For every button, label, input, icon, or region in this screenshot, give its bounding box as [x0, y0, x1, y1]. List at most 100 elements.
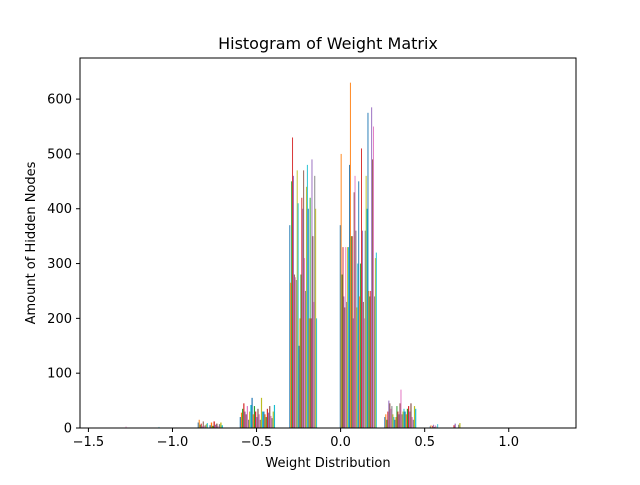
- histogram-bar: [433, 424, 434, 428]
- histogram-bar: [292, 137, 294, 429]
- histogram-bar: [372, 159, 374, 428]
- histogram-bar: [430, 425, 432, 428]
- histogram-bar: [303, 170, 305, 428]
- histogram-bar: [374, 258, 376, 428]
- histogram-bar: [357, 263, 359, 428]
- histogram-bar: [339, 225, 341, 428]
- histogram-bar: [312, 236, 314, 428]
- histogram-bar: [349, 82, 351, 429]
- histogram-bar: [429, 426, 431, 428]
- histogram-bar: [454, 423, 456, 428]
- histogram-bar: [365, 175, 367, 428]
- histogram-bar: [267, 412, 270, 428]
- histogram-bar: [212, 425, 214, 428]
- histogram-bar: [239, 417, 241, 428]
- histogram-bar: [304, 258, 306, 428]
- histogram-bar: [251, 397, 253, 428]
- histogram-bar: [210, 422, 213, 428]
- histogram-bar: [246, 406, 248, 428]
- histogram-bar: [301, 197, 303, 428]
- y-tick-label: 0: [64, 422, 72, 437]
- plot-frame: [79, 57, 577, 429]
- histogram-bar: [355, 230, 357, 428]
- histogram-bar: [394, 419, 396, 428]
- histogram-bar: [257, 408, 259, 428]
- histogram-bar: [351, 236, 353, 428]
- histogram-bar: [368, 290, 370, 428]
- histogram-bar: [402, 411, 404, 428]
- histogram-bar: [289, 225, 291, 428]
- histogram-bar: [305, 186, 307, 428]
- histogram-bar: [266, 408, 268, 428]
- x-tick-label: −1.0: [157, 435, 189, 450]
- histogram-bar: [385, 414, 387, 428]
- histogram-bar: [273, 404, 276, 428]
- histogram-bar: [265, 417, 267, 428]
- histogram-bar: [316, 318, 318, 428]
- histogram-bar: [204, 425, 206, 428]
- histogram-bar: [311, 159, 313, 428]
- histogram-bar: [358, 181, 360, 428]
- histogram-bar: [400, 389, 402, 428]
- histogram-bar: [415, 408, 417, 428]
- histogram-bar: [240, 412, 243, 428]
- histogram-bar: [258, 414, 260, 428]
- histogram-bar: [437, 424, 439, 428]
- histogram-bar: [343, 296, 345, 428]
- histogram-bar: [310, 318, 312, 428]
- x-tick-label: 1.0: [498, 435, 519, 450]
- histogram-bar: [253, 406, 256, 428]
- histogram-bar: [395, 417, 397, 428]
- histogram-bar: [434, 425, 436, 428]
- histogram-bar: [202, 421, 204, 428]
- y-tick-label: 600: [47, 93, 72, 108]
- histogram-bar: [218, 424, 221, 428]
- histogram-bar: [345, 247, 347, 428]
- histogram-bar: [293, 274, 295, 428]
- histogram-bar: [313, 301, 315, 428]
- histogram-bar: [309, 197, 311, 428]
- histogram-bar: [340, 153, 342, 428]
- chart-title: Histogram of Weight Matrix: [218, 34, 438, 53]
- x-axis-ticks: −1.5 −1.0 −0.5 0.0 0.5 1.0: [73, 428, 519, 450]
- histogram-bar: [346, 301, 348, 428]
- histogram-bar: [247, 419, 250, 428]
- x-tick-label: 0.5: [414, 435, 435, 450]
- histogram-bar: [405, 414, 407, 428]
- histogram-bar: [362, 301, 364, 428]
- histogram-bar: [264, 414, 266, 428]
- histogram-bar: [387, 411, 389, 428]
- histogram-bar: [413, 406, 416, 428]
- x-tick-label: −1.5: [73, 435, 105, 450]
- histogram-bar: [375, 252, 377, 428]
- histogram-bar: [249, 411, 251, 428]
- y-axis-ticks: 0 100 200 300 400 500 600: [47, 93, 80, 437]
- histogram-bar: [250, 404, 252, 428]
- histogram-bar: [296, 170, 298, 428]
- histogram-bar: [205, 424, 207, 428]
- histogram-bar: [409, 411, 411, 428]
- histogram-bar: [359, 296, 361, 428]
- histogram-bar: [198, 419, 200, 428]
- histogram-bar: [406, 408, 409, 428]
- y-tick-label: 100: [47, 367, 72, 382]
- histogram-bar: [393, 417, 395, 428]
- histogram-bar: [294, 277, 296, 428]
- y-axis-label: Amount of Hidden Nodes: [24, 161, 39, 324]
- histogram-bars: [125, 82, 461, 429]
- histogram-bar: [271, 418, 273, 428]
- histogram-bar: [245, 414, 247, 428]
- y-tick-label: 500: [47, 147, 72, 162]
- x-tick-label: 0.0: [330, 435, 351, 450]
- histogram-bar: [255, 411, 257, 428]
- histogram-bar: [354, 175, 356, 428]
- histogram-bar: [203, 425, 205, 428]
- histogram-bar: [348, 247, 350, 428]
- histogram-bar: [307, 208, 309, 428]
- histogram-bar: [295, 280, 297, 428]
- histogram-bar: [396, 406, 398, 428]
- histogram-bar: [347, 247, 349, 428]
- histogram-bar: [199, 424, 201, 428]
- histogram-bar: [411, 417, 413, 428]
